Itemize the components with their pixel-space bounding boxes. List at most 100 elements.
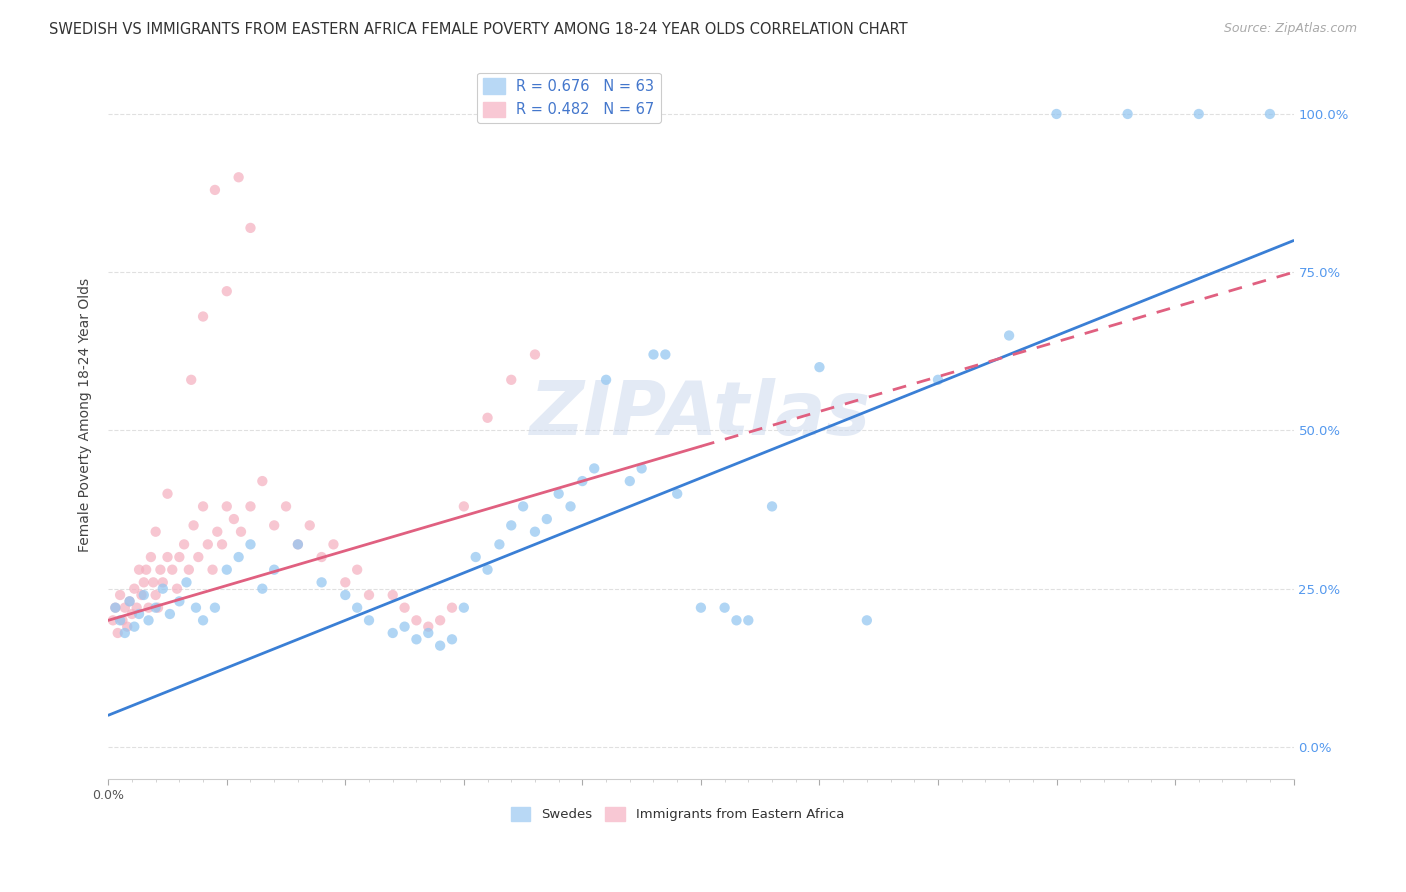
Point — [139, 549, 162, 564]
Point — [115, 620, 138, 634]
Point — [156, 487, 179, 501]
Point — [204, 183, 226, 197]
Point — [156, 549, 179, 564]
Point — [263, 518, 285, 533]
Point — [298, 518, 321, 533]
Point — [152, 575, 174, 590]
Point — [184, 600, 207, 615]
Point — [132, 575, 155, 590]
Point — [761, 500, 783, 514]
Point — [381, 588, 404, 602]
Point — [287, 537, 309, 551]
Point — [335, 588, 357, 602]
Point — [477, 410, 499, 425]
Text: Source: ZipAtlas.com: Source: ZipAtlas.com — [1223, 22, 1357, 36]
Point — [643, 347, 665, 361]
Point — [335, 575, 357, 590]
Point — [107, 626, 129, 640]
Point — [215, 563, 238, 577]
Point — [311, 549, 333, 564]
Point — [138, 613, 160, 627]
Point — [856, 613, 879, 627]
Point — [713, 600, 735, 615]
Point — [229, 524, 252, 539]
Point — [180, 373, 202, 387]
Point — [104, 600, 127, 615]
Point — [215, 284, 238, 298]
Point — [523, 524, 546, 539]
Point — [104, 600, 127, 615]
Point — [1116, 107, 1139, 121]
Point — [166, 582, 188, 596]
Point — [287, 537, 309, 551]
Point — [207, 524, 229, 539]
Point — [191, 500, 214, 514]
Point — [125, 600, 148, 615]
Point — [173, 537, 195, 551]
Point — [405, 632, 427, 647]
Point — [311, 575, 333, 590]
Point — [1258, 107, 1281, 121]
Point — [536, 512, 558, 526]
Point — [215, 500, 238, 514]
Point — [737, 613, 759, 627]
Point — [118, 594, 141, 608]
Point — [138, 600, 160, 615]
Text: SWEDISH VS IMMIGRANTS FROM EASTERN AFRICA FEMALE POVERTY AMONG 18-24 YEAR OLDS C: SWEDISH VS IMMIGRANTS FROM EASTERN AFRIC… — [49, 22, 908, 37]
Point — [547, 487, 569, 501]
Point — [927, 373, 949, 387]
Point — [222, 512, 245, 526]
Point — [440, 632, 463, 647]
Point — [124, 582, 146, 596]
Point — [187, 549, 209, 564]
Point — [191, 310, 214, 324]
Point — [114, 600, 136, 615]
Point — [571, 474, 593, 488]
Point — [111, 613, 134, 627]
Point — [488, 537, 510, 551]
Point — [429, 613, 451, 627]
Point — [228, 170, 250, 185]
Point — [1045, 107, 1067, 121]
Point — [440, 600, 463, 615]
Point — [239, 220, 262, 235]
Point — [690, 600, 713, 615]
Point — [560, 500, 582, 514]
Point — [322, 537, 344, 551]
Point — [183, 518, 205, 533]
Point — [512, 500, 534, 514]
Point — [162, 563, 184, 577]
Point — [464, 549, 486, 564]
Point — [118, 594, 141, 608]
Point — [501, 518, 523, 533]
Point — [263, 563, 285, 577]
Point — [346, 563, 368, 577]
Point — [453, 600, 475, 615]
Point — [108, 613, 131, 627]
Point — [595, 373, 617, 387]
Point — [128, 607, 150, 621]
Point — [630, 461, 652, 475]
Point — [211, 537, 233, 551]
Point — [1188, 107, 1211, 121]
Point — [159, 607, 181, 621]
Point — [666, 487, 689, 501]
Text: ZIPAtlas: ZIPAtlas — [530, 378, 872, 451]
Point — [252, 582, 274, 596]
Point — [177, 563, 200, 577]
Point — [135, 563, 157, 577]
Legend: Swedes, Immigrants from Eastern Africa: Swedes, Immigrants from Eastern Africa — [505, 802, 849, 827]
Point — [418, 620, 440, 634]
Point — [381, 626, 404, 640]
Point — [725, 613, 748, 627]
Point — [176, 575, 198, 590]
Point — [239, 500, 262, 514]
Point — [998, 328, 1021, 343]
Point — [142, 575, 165, 590]
Point — [101, 613, 124, 627]
Point — [501, 373, 523, 387]
Point — [346, 600, 368, 615]
Point — [394, 600, 416, 615]
Point — [128, 563, 150, 577]
Point — [619, 474, 641, 488]
